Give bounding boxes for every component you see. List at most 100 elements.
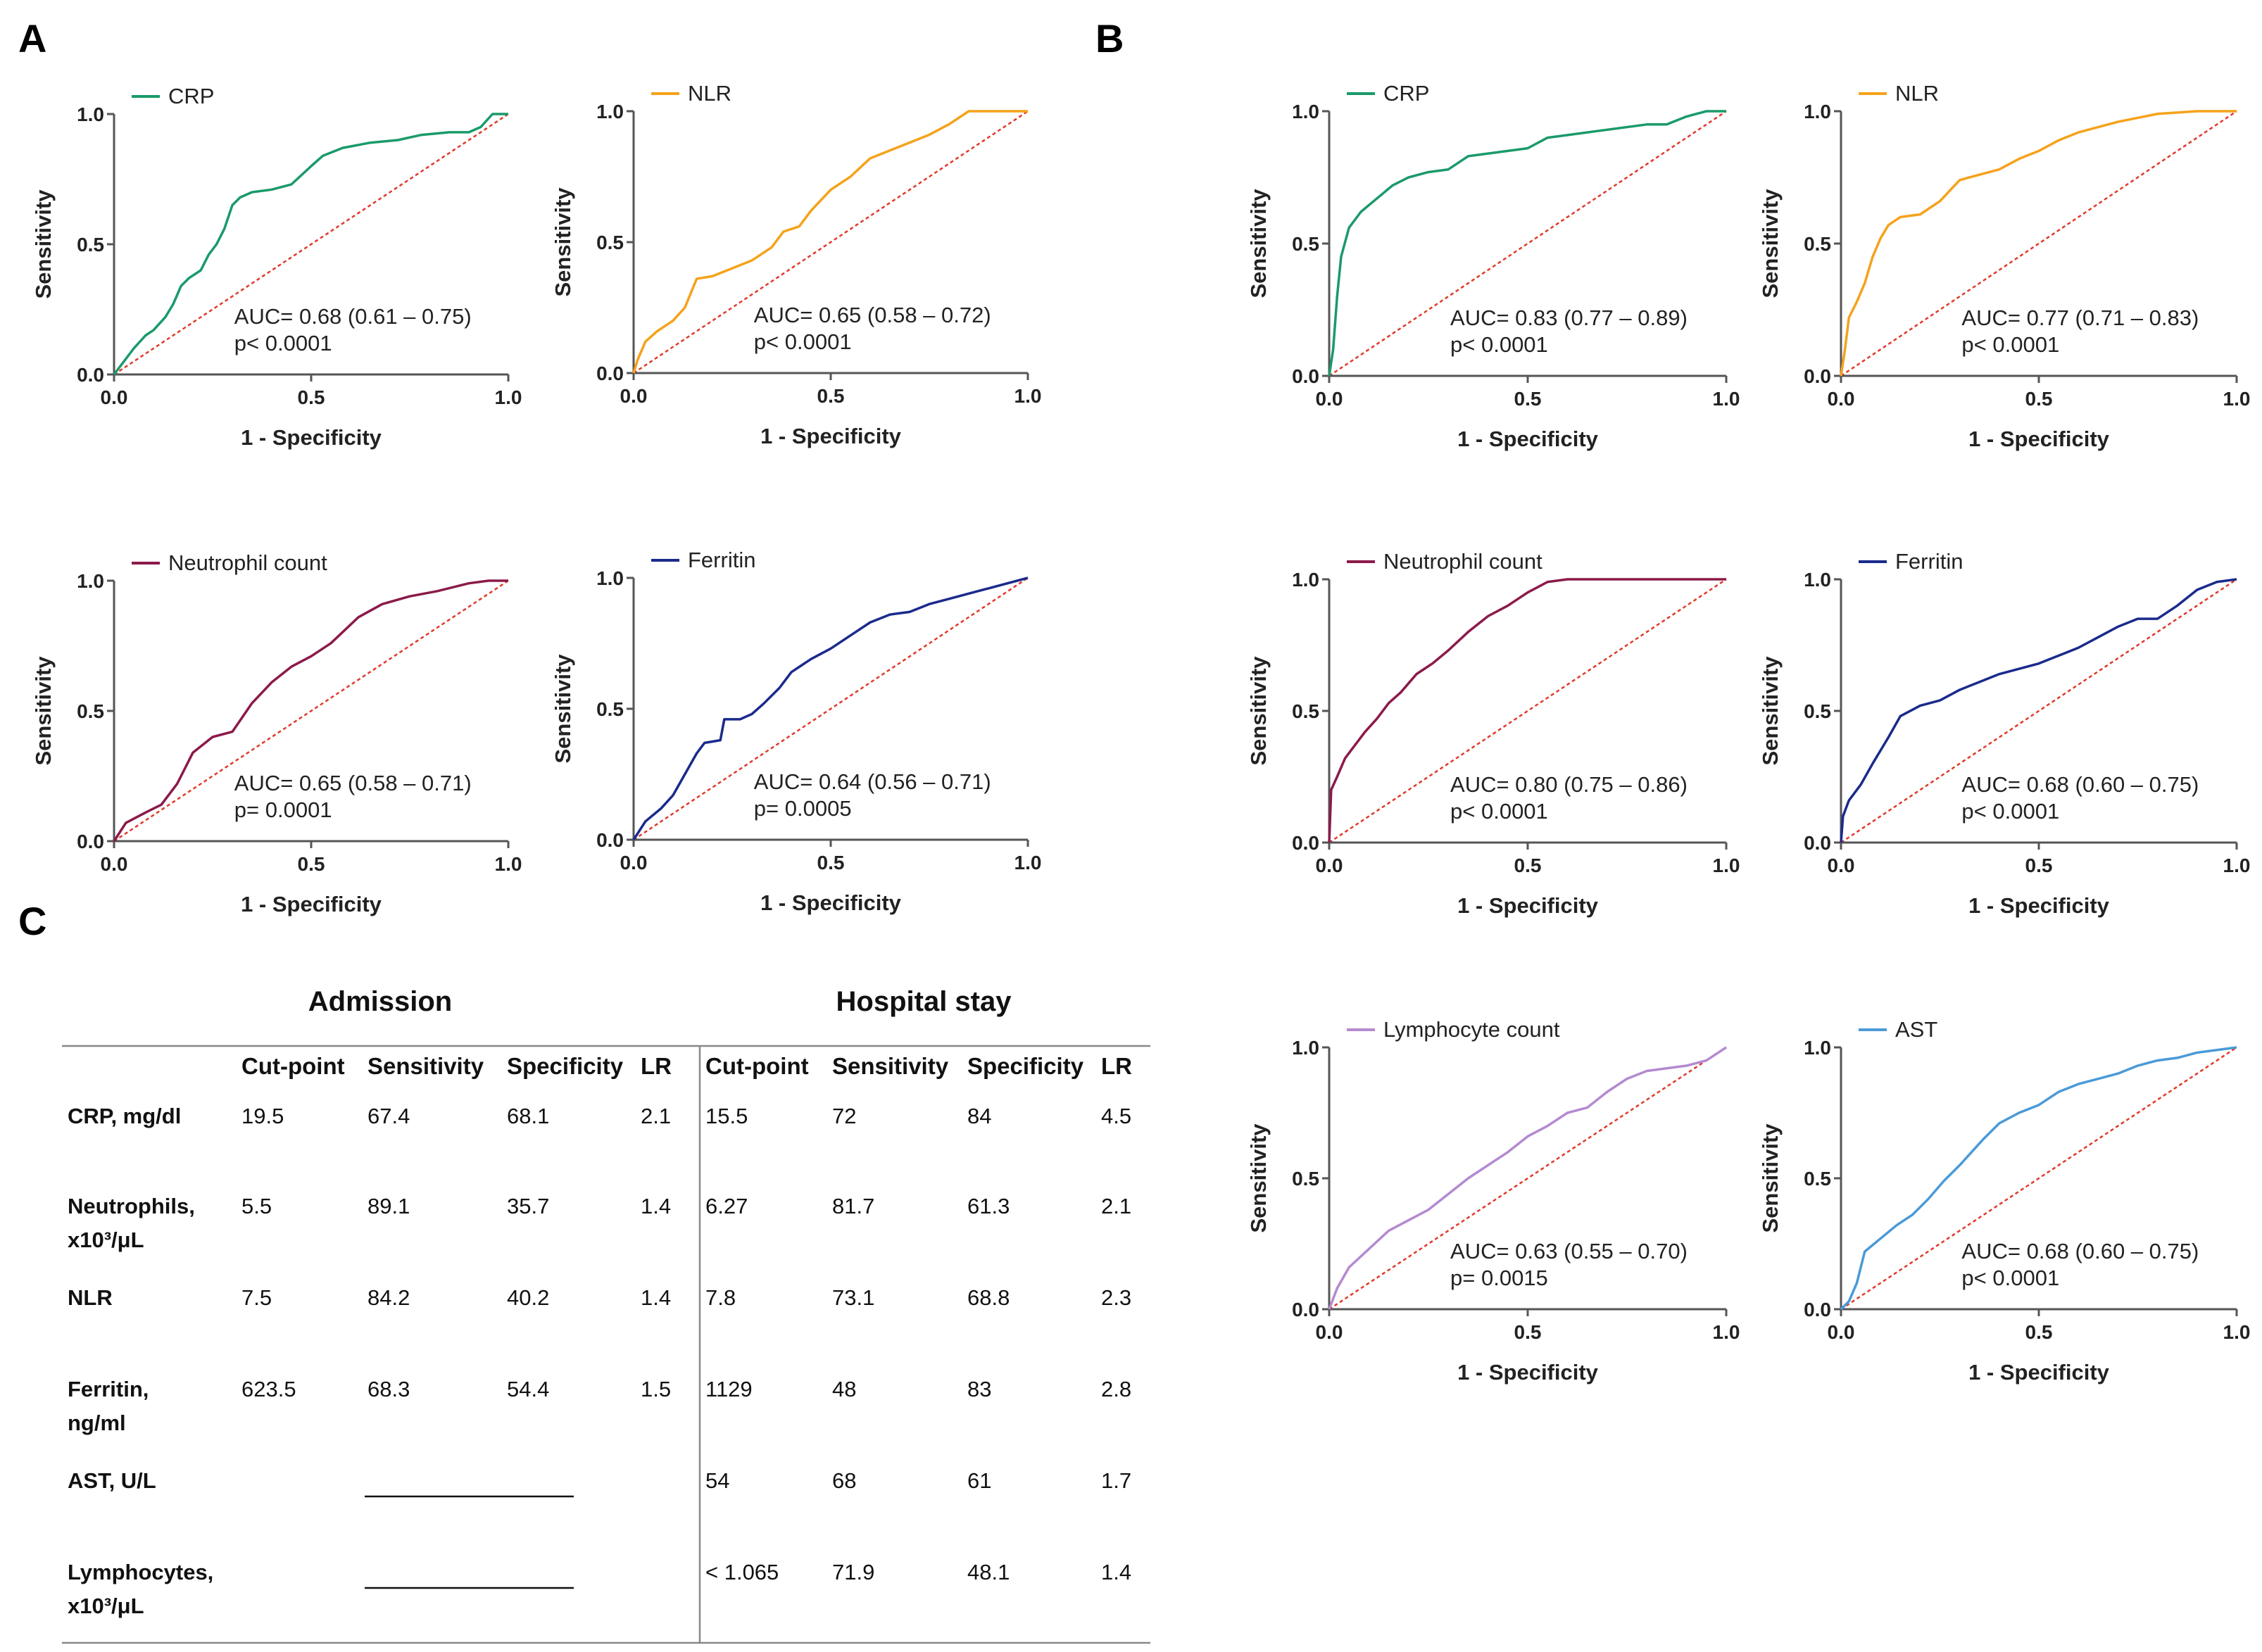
x-axis-title: 1 - Specificity <box>1968 893 2110 918</box>
y-tick-label: 1.0 <box>77 570 104 592</box>
table-row-label: AST, U/L <box>68 1468 156 1493</box>
x-tick-label: 0.5 <box>1514 388 1542 410</box>
y-tick-label: 0.0 <box>1804 365 1831 387</box>
table-cell: 48 <box>832 1377 856 1401</box>
panel-label-b: B <box>1095 16 1124 61</box>
table-cell: 68.1 <box>507 1104 549 1128</box>
x-axis-title: 1 - Specificity <box>1457 893 1599 918</box>
table-row: CRP, mg/dl 19.5 67.4 68.1 2.1 15.5 72 84 4.5 <box>68 1104 1131 1128</box>
roc-curve-crp <box>1328 110 1726 377</box>
y-tick-label: 1.0 <box>1804 569 1831 591</box>
x-tick-label: 0.5 <box>2025 388 2053 410</box>
p-value-annotation: p= 0.0015 <box>1450 1266 1548 1290</box>
roc-curve-nlr <box>1840 110 2237 377</box>
x-tick-label: 0.5 <box>298 853 325 875</box>
table-cell: 72 <box>832 1104 856 1128</box>
reference-diagonal <box>1328 578 1727 844</box>
table-row: AST, U/L 54 68 61 1.7 <box>68 1468 1131 1498</box>
x-tick-label: 1.0 <box>1713 388 1740 410</box>
table-cell: 61 <box>967 1468 991 1493</box>
table-cell: 7.8 <box>705 1285 736 1310</box>
x-tick-label: 1.0 <box>495 386 522 408</box>
auc-annotation: AUC= 0.64 (0.56 – 0.71) <box>754 769 991 794</box>
table-header-sensitivity: Sensitivity <box>367 1053 484 1079</box>
table-cell: 2.1 <box>641 1104 671 1128</box>
table-cell: 84 <box>967 1104 991 1128</box>
table-cell: 67.4 <box>367 1104 410 1128</box>
y-tick-label: 1.0 <box>1292 1037 1319 1059</box>
table-row-label: ng/ml <box>68 1411 126 1435</box>
table-row-label: NLR <box>68 1285 113 1310</box>
y-axis-title: Sensitivity <box>551 187 575 297</box>
y-axis-title: Sensitivity <box>1758 189 1783 298</box>
roc-charts: 0.00.00.50.51.01.01 - SpecificitySensiti… <box>31 81 2250 1385</box>
table-cell: 1.5 <box>641 1377 671 1401</box>
x-axis-title: 1 - Specificity <box>1457 427 1599 451</box>
x-tick-label: 0.0 <box>1316 1321 1343 1343</box>
x-tick-label: 1.0 <box>1014 852 1042 874</box>
y-tick-label: 0.0 <box>1804 1299 1831 1320</box>
roc-curve-nlr <box>632 110 1028 374</box>
panel-label-c: C <box>18 899 46 943</box>
x-tick-label: 0.0 <box>620 385 648 407</box>
reference-diagonal <box>1840 1046 2237 1311</box>
table-cell: 2.3 <box>1101 1285 1131 1310</box>
table-cell: 54 <box>705 1468 729 1493</box>
roc-chart-b-neutrophil: 0.00.0 0.5 0.5 1.0 1.0 1 - Specificity Sensiti… <box>1246 549 1740 918</box>
p-value-annotation: p< 0.0001 <box>754 329 852 354</box>
table-row-label: x10³/μL <box>68 1228 144 1252</box>
x-tick-label: 0.0 <box>1316 855 1343 876</box>
table-header-specificity: Specificity <box>967 1053 1084 1079</box>
table-cell: 71.9 <box>832 1560 874 1584</box>
panel-label-a: A <box>18 16 46 61</box>
y-tick-label: 1.0 <box>596 567 624 589</box>
table-row-label: x10³/μL <box>68 1594 144 1618</box>
reference-diagonal <box>113 579 509 843</box>
table-cell: 35.7 <box>507 1194 549 1218</box>
roc-chart-b-ferritin: 0.00.0 0.5 0.5 1.0 1.0 1 - Specificity Sensiti… <box>1758 549 2250 918</box>
y-axis-title: Sensitivity <box>1758 656 1783 766</box>
x-axis-title: 1 - Specificity <box>1968 427 2110 451</box>
x-tick-label: 0.0 <box>101 386 128 408</box>
legend-label: Neutrophil count <box>168 550 327 575</box>
table-cell: 89.1 <box>367 1194 410 1218</box>
legend-label: AST <box>1895 1017 1937 1042</box>
table-cell: 68.8 <box>967 1285 1010 1310</box>
table-cell: 623.5 <box>241 1377 296 1401</box>
y-tick-label: 0.0 <box>77 831 104 852</box>
y-axis-title: Sensitivity <box>31 189 56 299</box>
p-value-annotation: p< 0.0001 <box>234 331 332 355</box>
table-group-hospital-stay: Hospital stay <box>836 986 1012 1017</box>
x-tick-label: 0.0 <box>101 853 128 875</box>
table-cell: 48.1 <box>967 1560 1010 1584</box>
x-tick-label: 1.0 <box>2223 1321 2251 1343</box>
x-axis-title: 1 - Specificity <box>760 890 902 915</box>
table-cell: 2.1 <box>1101 1194 1131 1218</box>
table-cell: 1.4 <box>641 1194 671 1218</box>
p-value-annotation: p< 0.0001 <box>1450 332 1548 357</box>
y-tick-label: 0.0 <box>1804 832 1831 854</box>
y-tick-label: 0.5 <box>1292 1168 1319 1190</box>
table-cell: 1.7 <box>1101 1468 1131 1493</box>
table-header-lr: LR <box>641 1053 672 1079</box>
legend-label: Neutrophil count <box>1383 549 1542 574</box>
roc-curve-crp <box>113 113 508 376</box>
table-row: Neutrophils, x10³/μL 5.5 89.1 35.7 1.4 6.27 81.… <box>68 1194 1131 1252</box>
y-tick-label: 0.0 <box>596 829 624 851</box>
roc-curve-ferritin <box>1840 578 2237 843</box>
table-cell: 5.5 <box>241 1194 272 1218</box>
table-cell: 1.4 <box>641 1285 671 1310</box>
x-tick-label: 0.5 <box>298 386 325 408</box>
roc-chart-b-lymphocyte: 0.00.0 0.5 0.5 1.0 1.0 1 - Specificity Sensiti… <box>1246 1017 1740 1385</box>
roc-chart-a-neutrophil: 0.00.0 0.5 0.5 1.0 1.0 1 - Specificity Sensiti… <box>31 550 522 916</box>
p-value-annotation: p< 0.0001 <box>1961 332 2059 357</box>
y-axis-title: Sensitivity <box>1246 656 1271 766</box>
x-tick-label: 0.0 <box>1828 388 1855 410</box>
y-axis-title: Sensitivity <box>551 654 575 764</box>
x-tick-label: 0.0 <box>1828 1321 1855 1343</box>
roc-chart-a-crp: 0.00.0 0.5 0.5 1.0 1.0 1 - Specificity Sensiti… <box>31 84 522 450</box>
table-cell: 1129 <box>705 1377 753 1401</box>
x-tick-label: 0.5 <box>1514 855 1542 876</box>
table-cell: 68.3 <box>367 1377 410 1401</box>
auc-annotation: AUC= 0.68 (0.60 – 0.75) <box>1961 1239 2199 1263</box>
